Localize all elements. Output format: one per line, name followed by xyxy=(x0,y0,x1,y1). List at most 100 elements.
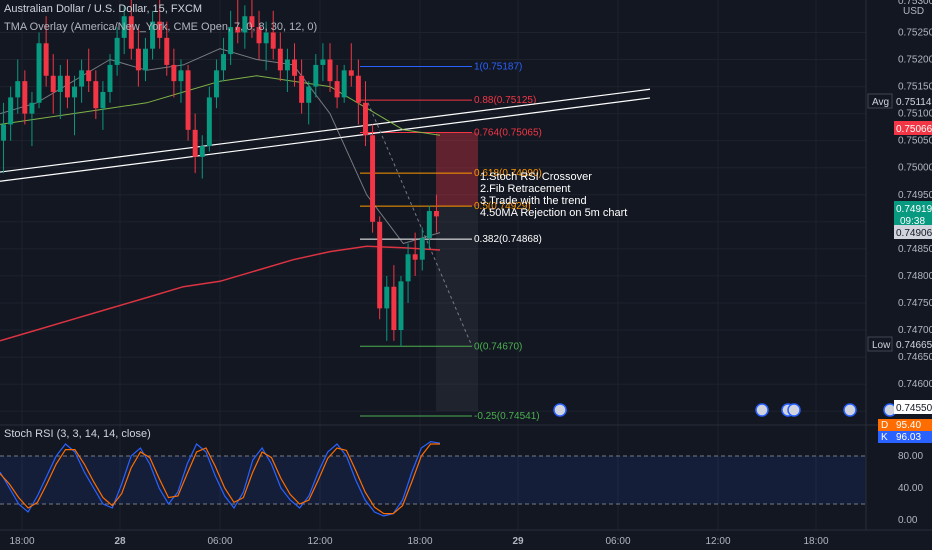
candle-body xyxy=(348,70,354,76)
price-tick-label: 0.74850 xyxy=(898,244,932,255)
price-tag-label-box xyxy=(867,93,893,109)
candle-body xyxy=(100,91,106,109)
candle-body xyxy=(93,81,99,109)
candle-body xyxy=(15,81,21,98)
fib-level-label: 0(0.74670) xyxy=(474,341,522,352)
price-tag-box xyxy=(894,400,932,414)
price-tick-label: 0.74800 xyxy=(898,271,932,282)
stoch-k-value: 96.03 xyxy=(896,432,921,443)
candle-body xyxy=(256,27,262,44)
trendline-upper xyxy=(0,88,651,173)
candle-body xyxy=(135,48,141,71)
projection-line xyxy=(367,102,473,347)
candle-body xyxy=(249,16,255,28)
stoch-d-value: 95.40 xyxy=(896,420,921,431)
fib-level-label: 0.764(0.75065) xyxy=(474,128,542,139)
candle-body xyxy=(221,54,227,71)
candle-body xyxy=(86,70,92,82)
candle-body xyxy=(185,70,191,130)
annotation-line-1: 1.Stoch RSI Crossover xyxy=(480,171,592,183)
price-tag-value: 0.75066 xyxy=(896,124,932,135)
trendline-lower xyxy=(0,97,651,182)
price-tick-label: 0.74950 xyxy=(898,190,932,201)
price-axis-currency: USD xyxy=(903,6,924,17)
candle-body xyxy=(419,238,425,260)
time-tick-label: 18:00 xyxy=(407,536,432,547)
stop-loss-zone xyxy=(436,132,478,207)
candle-body xyxy=(206,97,212,147)
time-tick-label: 06:00 xyxy=(207,536,232,547)
stoch-rsi-line-k xyxy=(0,440,441,517)
trade-annotation[interactable]: 1.Stoch RSI Crossover 2.Fib Retracement … xyxy=(480,171,627,219)
candle-body xyxy=(171,64,177,82)
candle-body xyxy=(64,75,70,98)
price-tag-label: Low xyxy=(872,340,891,351)
candle-body xyxy=(384,286,390,309)
candle-body xyxy=(50,75,56,92)
candle-body xyxy=(114,37,120,65)
candle-body xyxy=(412,254,418,260)
target-zone xyxy=(436,206,478,412)
candle-body xyxy=(8,97,14,125)
candle-body xyxy=(164,37,170,65)
time-tick-label: 18:00 xyxy=(803,536,828,547)
price-tick-label: 0.75300 xyxy=(898,0,932,7)
candle-body xyxy=(242,16,248,33)
candle-body xyxy=(263,32,269,44)
candle-body xyxy=(299,75,305,103)
candle-body xyxy=(341,70,347,98)
candle-body xyxy=(370,135,376,222)
moving-average-line xyxy=(0,245,441,342)
candle-body xyxy=(213,70,219,98)
price-tick-label: 0.75000 xyxy=(898,163,932,174)
candle-body xyxy=(79,70,85,87)
price-tick-label: 0.74750 xyxy=(898,298,932,309)
price-tag-value: 0.74665 xyxy=(896,340,932,351)
candle-body xyxy=(72,86,77,98)
time-tick-label: 29 xyxy=(512,536,524,547)
price-tick-label: 0.75050 xyxy=(898,136,932,147)
fib-level-label: 0.5(0.74929) xyxy=(474,201,531,212)
fib-retracement[interactable]: 1(0.75187) 0.88(0.75125) 0.764(0.75065) 0.6… xyxy=(360,62,542,423)
time-tick-label: 28 xyxy=(114,536,126,547)
candle-body xyxy=(377,221,383,309)
price-tag-value: 0.74919 xyxy=(896,204,932,215)
candle-body xyxy=(192,129,198,157)
price-tick-label: 0.75100 xyxy=(898,109,932,120)
candle-body xyxy=(284,59,290,71)
fib-level-label: -0.25(0.74541) xyxy=(474,411,540,422)
price-tag-value: 0.74550 xyxy=(896,403,932,414)
candle-body xyxy=(199,146,205,157)
economic-event-icon xyxy=(755,403,769,417)
candle-body xyxy=(320,59,326,65)
price-tick-label: 0.74600 xyxy=(898,379,932,390)
candle-body xyxy=(292,59,297,76)
moving-average-line xyxy=(0,48,441,245)
candle-body xyxy=(277,48,283,71)
candle-body xyxy=(433,211,439,217)
candle-body xyxy=(306,86,312,103)
candle-body xyxy=(22,81,28,114)
time-tick-label: 12:00 xyxy=(705,536,730,547)
price-tick-label: 0.75150 xyxy=(898,82,932,93)
annotation-line-4: 4.50MA Rejection on 5m chart xyxy=(480,207,628,219)
price-tag-label: Avg xyxy=(872,97,889,108)
price-tag-value: 0.75114 xyxy=(896,97,932,108)
stoch-k-label: K xyxy=(881,432,888,443)
indicator-title: TMA Overlay (America/New_York, CME Open,… xyxy=(4,21,318,33)
annotation-line-2: 2.Fib Retracement xyxy=(480,183,571,195)
price-tag-countdown: 09:38 xyxy=(900,216,925,227)
price-tick-label: 0.74650 xyxy=(898,352,932,363)
candle-body xyxy=(228,27,234,55)
annotation-line-3: 3.Trade with the trend xyxy=(480,195,587,207)
price-tag-box xyxy=(894,201,932,227)
price-tag-box xyxy=(894,121,932,135)
stoch-rsi-tick-label: 0.00 xyxy=(898,515,918,526)
price-tick-label: 0.75200 xyxy=(898,55,932,66)
candle-body xyxy=(143,48,148,71)
stoch-d-tag xyxy=(878,419,932,431)
candlesticks xyxy=(1,0,897,417)
candle-body xyxy=(43,43,49,76)
